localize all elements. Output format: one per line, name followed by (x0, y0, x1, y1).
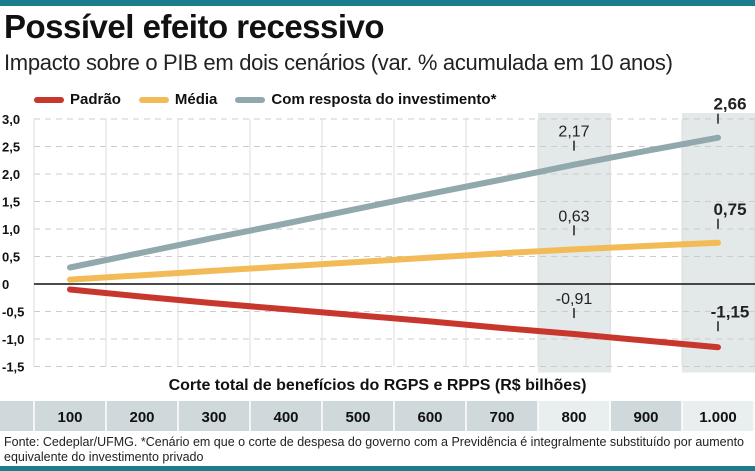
y-tick-label: -1,5 (2, 360, 24, 375)
x-tick-label: 100 (57, 409, 82, 426)
highlight-cell-800 (538, 401, 611, 431)
legend-swatch (138, 96, 169, 103)
x-tick-label: 600 (417, 409, 442, 426)
x-tick-label: 200 (129, 409, 154, 426)
series-line-1 (67, 239, 721, 283)
data-label: 0,75 (713, 200, 746, 219)
legend: Padrão Média Com resposta do investiment… (34, 91, 496, 108)
series-line-2 (67, 134, 721, 271)
legend-swatch (34, 96, 64, 103)
x-tick-label: 500 (345, 409, 370, 426)
legend-item-padrao: Padrão (34, 91, 121, 108)
legend-label: Com resposta do investimento* (271, 91, 497, 108)
legend-label: Média (174, 91, 218, 108)
x-tick-label: 900 (633, 409, 658, 426)
y-tick-label: 0 (2, 277, 9, 292)
y-tick-label: 1,0 (2, 222, 20, 237)
x-axis-band (0, 401, 755, 431)
data-label: -0,91 (556, 291, 593, 308)
y-tick-label: 3,0 (2, 112, 20, 127)
data-label: 0,63 (558, 208, 589, 225)
legend-swatch (235, 96, 266, 103)
legend-item-com-resposta: Com resposta do investimento* (235, 91, 496, 108)
legend-label: Padrão (70, 91, 121, 108)
x-tick-label: 800 (561, 409, 586, 426)
x-tick-label: 700 (489, 409, 514, 426)
y-tick-label: 0,5 (2, 250, 20, 265)
data-label: 2,17 (558, 124, 589, 141)
data-label: 2,66 (713, 95, 746, 114)
x-tick-label: 400 (273, 409, 298, 426)
chart-subtitle: Impacto sobre o PIB em dois cenários (va… (4, 50, 673, 75)
bottom-accent-bar (0, 466, 755, 471)
y-tick-label: 2,5 (2, 140, 20, 155)
y-tick-label: 1,5 (2, 195, 20, 210)
legend-item-media: Média (138, 91, 218, 108)
chart-title: Possível efeito recessivo (4, 8, 385, 45)
x-axis-title: Corte total de benefícios do RGPS e RPPS… (168, 377, 587, 394)
source-note: Fonte: Cedeplar/UFMG. *Cenário em que o … (4, 435, 744, 464)
y-tick-label: -0,5 (2, 305, 24, 320)
x-tick-label: 1.000 (699, 409, 737, 426)
y-tick-label: 2,0 (2, 167, 20, 182)
data-label: -1,15 (711, 302, 750, 321)
top-accent-bar (0, 0, 755, 6)
series-line-0 (67, 286, 721, 351)
y-tick-label: -1,0 (2, 332, 24, 347)
x-tick-label: 300 (201, 409, 226, 426)
highlight-cell-1.000 (682, 401, 755, 431)
